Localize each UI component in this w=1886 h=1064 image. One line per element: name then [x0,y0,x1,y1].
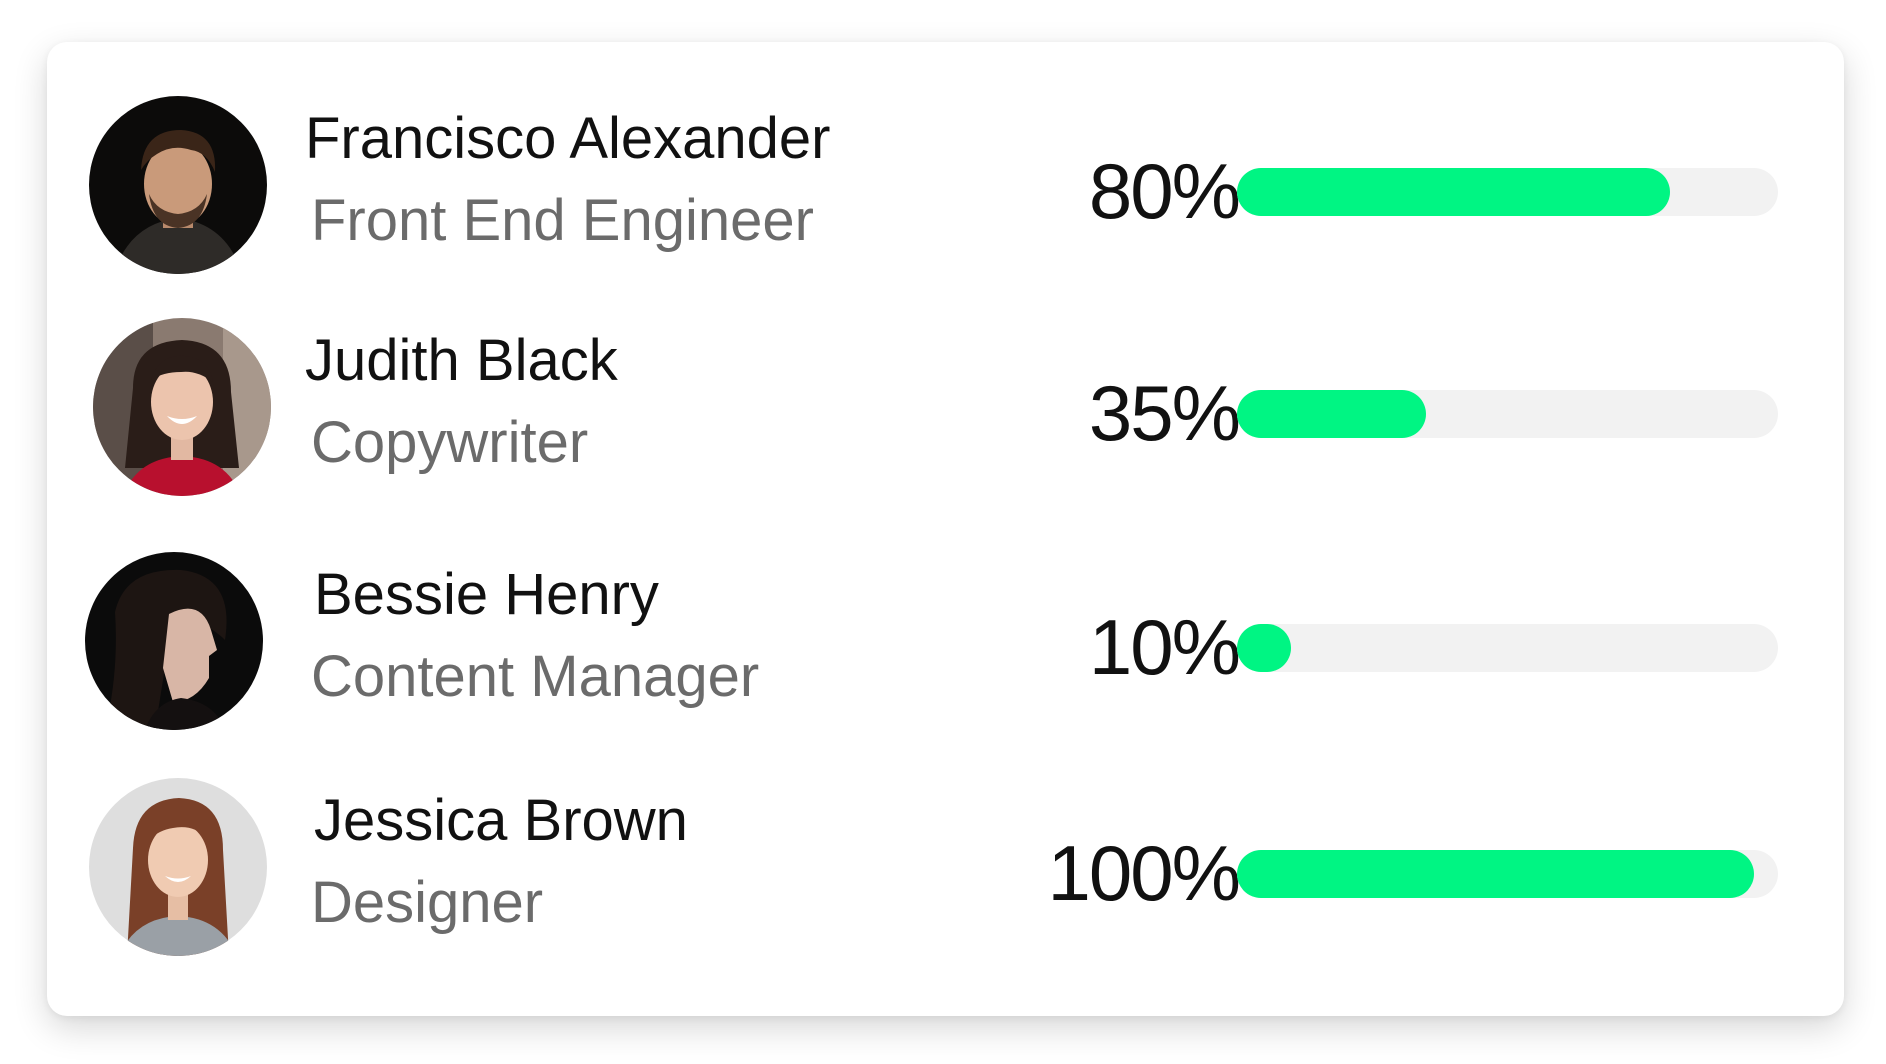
progress-fill [1237,168,1670,216]
member-role: Front End Engineer [311,188,814,253]
progress-percent: 35% [1088,369,1241,457]
woman-profile-portrait-icon [85,552,263,730]
avatar [85,552,263,730]
progress-track [1237,168,1778,216]
member-name: Jessica Brown [314,788,688,853]
woman-portrait-icon [93,318,271,496]
progress-fill [1237,624,1291,672]
progress-track [1237,390,1778,438]
progress-fill [1237,850,1754,898]
member-name: Judith Black [305,328,618,393]
member-role: Content Manager [311,644,760,709]
list-item: Jessica Brown Designer 100% [47,778,1844,958]
woman-portrait-icon [89,778,267,956]
list-item: Francisco Alexander Front End Engineer 8… [47,96,1844,276]
avatar [89,96,267,274]
member-role: Copywriter [311,410,589,475]
team-progress-card: Francisco Alexander Front End Engineer 8… [47,42,1844,1016]
progress-fill [1237,390,1426,438]
member-role: Designer [311,870,544,935]
avatar [89,778,267,956]
member-name: Francisco Alexander [305,106,831,171]
man-portrait-icon [89,96,267,274]
progress-track [1237,850,1778,898]
avatar [93,318,271,496]
list-item: Judith Black Copywriter 35% [47,318,1844,498]
progress-percent: 10% [1088,603,1241,691]
progress-percent: 80% [1088,147,1241,235]
list-item: Bessie Henry Content Manager 10% [47,552,1844,732]
member-name: Bessie Henry [314,562,659,627]
progress-track [1237,624,1778,672]
progress-percent: 100% [1047,829,1241,917]
